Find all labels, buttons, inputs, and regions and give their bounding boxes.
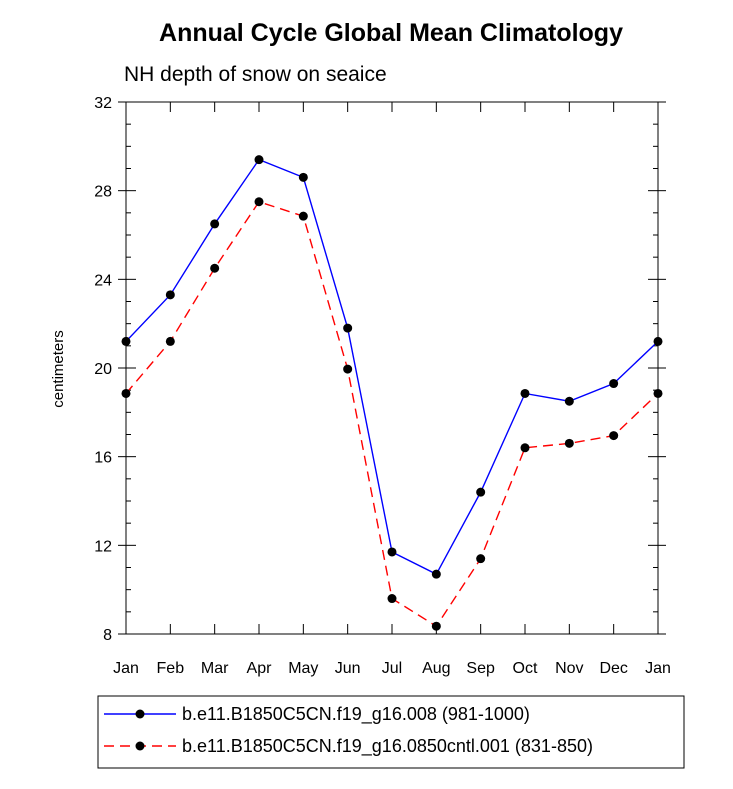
series-1-point [564,396,574,406]
series-2-point [564,438,574,448]
axis-ticks [118,101,666,635]
y-tick-label: 16 [94,450,112,467]
x-tick-label: Jul [382,660,402,677]
series-1-point [121,336,131,346]
legend: b.e11.B1850C5CN.f19_g16.008 (981-1000) b.… [97,695,685,769]
series-1-point [431,569,441,579]
series-2-point [609,431,619,441]
y-tick-labels: 8 12 16 20 24 28 32 [94,95,112,644]
series-2-point [121,388,131,398]
series-2-point [210,263,220,273]
legend-marker-1 [135,709,145,719]
series-1-point [254,155,264,165]
x-tick-label: Feb [157,660,185,677]
series-2-point [343,364,353,374]
x-tick-label: Mar [201,660,229,677]
series-2-point [387,594,397,604]
chart-title: Annual Cycle Global Mean Climatology [159,19,623,47]
series-1-point [387,547,397,557]
x-tick-label: Oct [513,660,538,677]
series-2-point [653,388,663,398]
legend-box [97,695,685,769]
legend-label-2: b.e11.B1850C5CN.f19_g16.0850cntl.001 (83… [182,736,593,757]
series-1-point [653,336,663,346]
series-1-point [520,388,530,398]
x-tick-label: May [288,660,318,677]
series-2-point [165,336,175,346]
series-1-point [210,219,220,229]
series-2-point [254,197,264,207]
series-line-1 [125,158,659,576]
series-layer [121,155,663,631]
plot-area: 8 12 16 20 24 28 32 Jan Feb Mar Apr May Jun Jul Aug Se… [94,95,671,677]
legend-label-1: b.e11.B1850C5CN.f19_g16.008 (981-1000) [182,704,530,725]
x-tick-label: Nov [555,660,583,677]
series-2-point [520,443,530,453]
x-tick-label: Jun [335,660,361,677]
series-1-point [298,172,308,182]
x-tick-label: Jan [645,660,671,677]
series-2-point [431,621,441,631]
chart-subtitle: NH depth of snow on seaice [124,63,387,86]
y-tick-label: 8 [103,627,112,644]
series-1-point [476,487,486,497]
y-tick-label: 12 [94,538,112,555]
y-tick-label: 32 [94,95,112,112]
y-tick-label: 28 [94,184,112,201]
series-1-point [165,290,175,300]
x-tick-label: Aug [422,660,450,677]
legend-marker-2 [135,741,145,751]
series-1-point [609,379,619,389]
series-1-point [343,323,353,333]
legend-items: b.e11.B1850C5CN.f19_g16.008 (981-1000) b.… [104,704,593,757]
x-tick-label: Jan [113,660,139,677]
series-2-point [298,211,308,221]
x-tick-labels: Jan Feb Mar Apr May Jun Jul Aug Sep Oct Nov Dec Jan [113,660,671,677]
series-2-point [476,554,486,564]
series-line-2 [125,200,659,628]
x-tick-label: Sep [466,660,495,677]
y-tick-label: 20 [94,361,112,378]
x-tick-label: Apr [247,660,273,677]
y-tick-label: 24 [94,272,112,289]
y-axis-label: centimeters [50,330,67,408]
x-tick-label: Dec [599,660,627,677]
